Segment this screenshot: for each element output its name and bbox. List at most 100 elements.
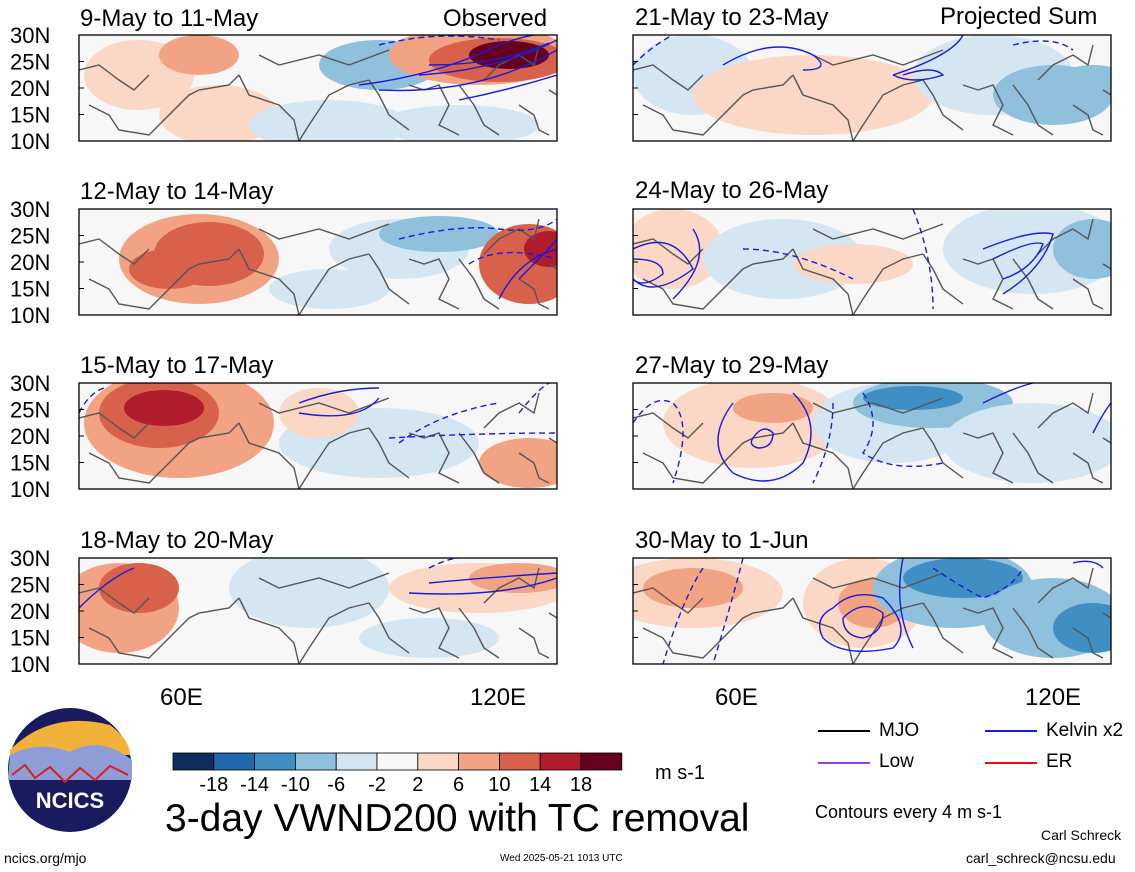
colorbar-tick-label: -18	[199, 774, 228, 796]
anomaly-shading	[269, 269, 389, 309]
kelvin-contour	[428, 42, 550, 66]
coastline	[238, 248, 300, 315]
coastline	[88, 248, 240, 310]
coastline	[368, 253, 410, 305]
colorbar-tick-label: -2	[368, 774, 386, 796]
lat-tick-label: 30N	[10, 197, 50, 222]
colorbar-tick-label: -14	[240, 774, 269, 796]
kelvin-contour	[298, 387, 380, 404]
coastline	[483, 44, 540, 81]
coastline	[458, 258, 500, 310]
kelvin-contour	[819, 594, 902, 653]
footer-url[interactable]: ncics.org/mjo	[4, 850, 87, 866]
panel-label: 24-May to 26-May	[635, 177, 829, 204]
kelvin-contour	[750, 428, 774, 449]
colorbar-swatch	[498, 752, 541, 771]
colorbar-swatch	[254, 752, 296, 771]
kelvin-contour	[408, 577, 557, 595]
coastline	[408, 607, 460, 659]
coastline	[1072, 627, 1104, 659]
logo-waveline	[11, 763, 129, 784]
coastline	[238, 597, 300, 664]
kelvin-contour	[498, 248, 557, 300]
coastline	[518, 104, 550, 136]
coastline	[962, 607, 1014, 659]
coastline	[79, 412, 150, 439]
kelvin-contour	[742, 248, 854, 280]
panel-label: 30-May to 1-Jun	[635, 527, 809, 554]
kelvin-contour	[892, 35, 964, 76]
lat-tick-label: 10N	[10, 129, 50, 154]
map-panel	[78, 382, 558, 490]
coastline	[633, 587, 704, 614]
lat-tick-label: 15N	[10, 451, 50, 476]
coastline	[238, 422, 300, 489]
coastline	[298, 427, 370, 489]
kelvin-contour	[428, 572, 557, 584]
map-panel	[78, 208, 558, 316]
coastline	[642, 248, 794, 310]
lon-tick-label: 60E	[160, 684, 203, 711]
coastline	[1037, 392, 1094, 429]
anomaly-shading	[524, 231, 557, 267]
anomaly-shading	[863, 386, 963, 410]
coastline	[812, 397, 944, 414]
coastline	[1102, 437, 1111, 444]
coastline	[88, 597, 240, 659]
coastline	[792, 248, 854, 315]
lat-tick-label: 30N	[10, 23, 50, 48]
lat-tick-label: 30N	[10, 546, 50, 571]
coastline	[633, 238, 704, 265]
map-panel	[632, 34, 1112, 142]
lat-tick-label: 10N	[10, 477, 50, 502]
kelvin-contour	[842, 605, 884, 639]
kelvin-contour	[892, 69, 945, 81]
coastline	[633, 64, 704, 91]
map-panel	[632, 557, 1112, 665]
header-projected: Projected Sum	[940, 3, 1098, 30]
kelvin-contour	[899, 558, 914, 649]
colorbar-swatch	[294, 752, 337, 771]
colorbar-swatch	[213, 752, 256, 771]
anomaly-shading	[643, 568, 743, 608]
colorbar-swatch	[417, 752, 459, 771]
lon-tick-label: 60E	[715, 684, 758, 711]
coastline	[642, 597, 794, 659]
lat-tick-label: 15N	[10, 626, 50, 651]
coastline	[483, 218, 540, 255]
kelvin-contour	[428, 558, 460, 569]
lat-tick-label: 10N	[10, 303, 50, 328]
footer-email[interactable]: carl_schreck@ncsu.edu	[966, 850, 1116, 866]
coastline	[88, 74, 240, 136]
anomaly-shading	[249, 100, 409, 141]
colorbar-swatch	[580, 752, 623, 771]
coastline	[518, 278, 550, 310]
coastline	[852, 427, 924, 489]
panel-label: 18-May to 20-May	[80, 527, 274, 554]
colorbar-tick-label: -6	[327, 774, 345, 796]
colorbar-swatch	[172, 752, 215, 771]
panel-label: 27-May to 29-May	[635, 352, 829, 379]
kelvin-contour	[992, 242, 1044, 280]
kelvin-contour	[672, 228, 701, 300]
anomaly-shading	[124, 390, 204, 426]
coastline	[518, 627, 550, 659]
coastline	[922, 427, 964, 479]
lon-tick-label: 120E	[470, 684, 527, 711]
anomaly-shading	[1053, 65, 1111, 105]
panel-label: 12-May to 14-May	[80, 178, 274, 205]
coastline	[1012, 607, 1054, 659]
lat-tick-label: 20N	[10, 424, 50, 449]
coastline	[1072, 104, 1104, 136]
panel-label: 21-May to 23-May	[635, 4, 829, 31]
coastline	[1102, 612, 1111, 619]
kelvin-contour	[912, 209, 934, 310]
coastline	[258, 223, 390, 240]
lat-tick-label: 10N	[10, 652, 50, 677]
contours-note: Contours every 4 m s-1	[815, 802, 1003, 822]
anomaly-shading	[359, 618, 499, 658]
lon-tick-label: 120E	[1025, 684, 1082, 711]
anomaly-shading	[159, 85, 279, 141]
kelvin-contour	[717, 392, 812, 482]
map-panel	[632, 382, 1112, 490]
